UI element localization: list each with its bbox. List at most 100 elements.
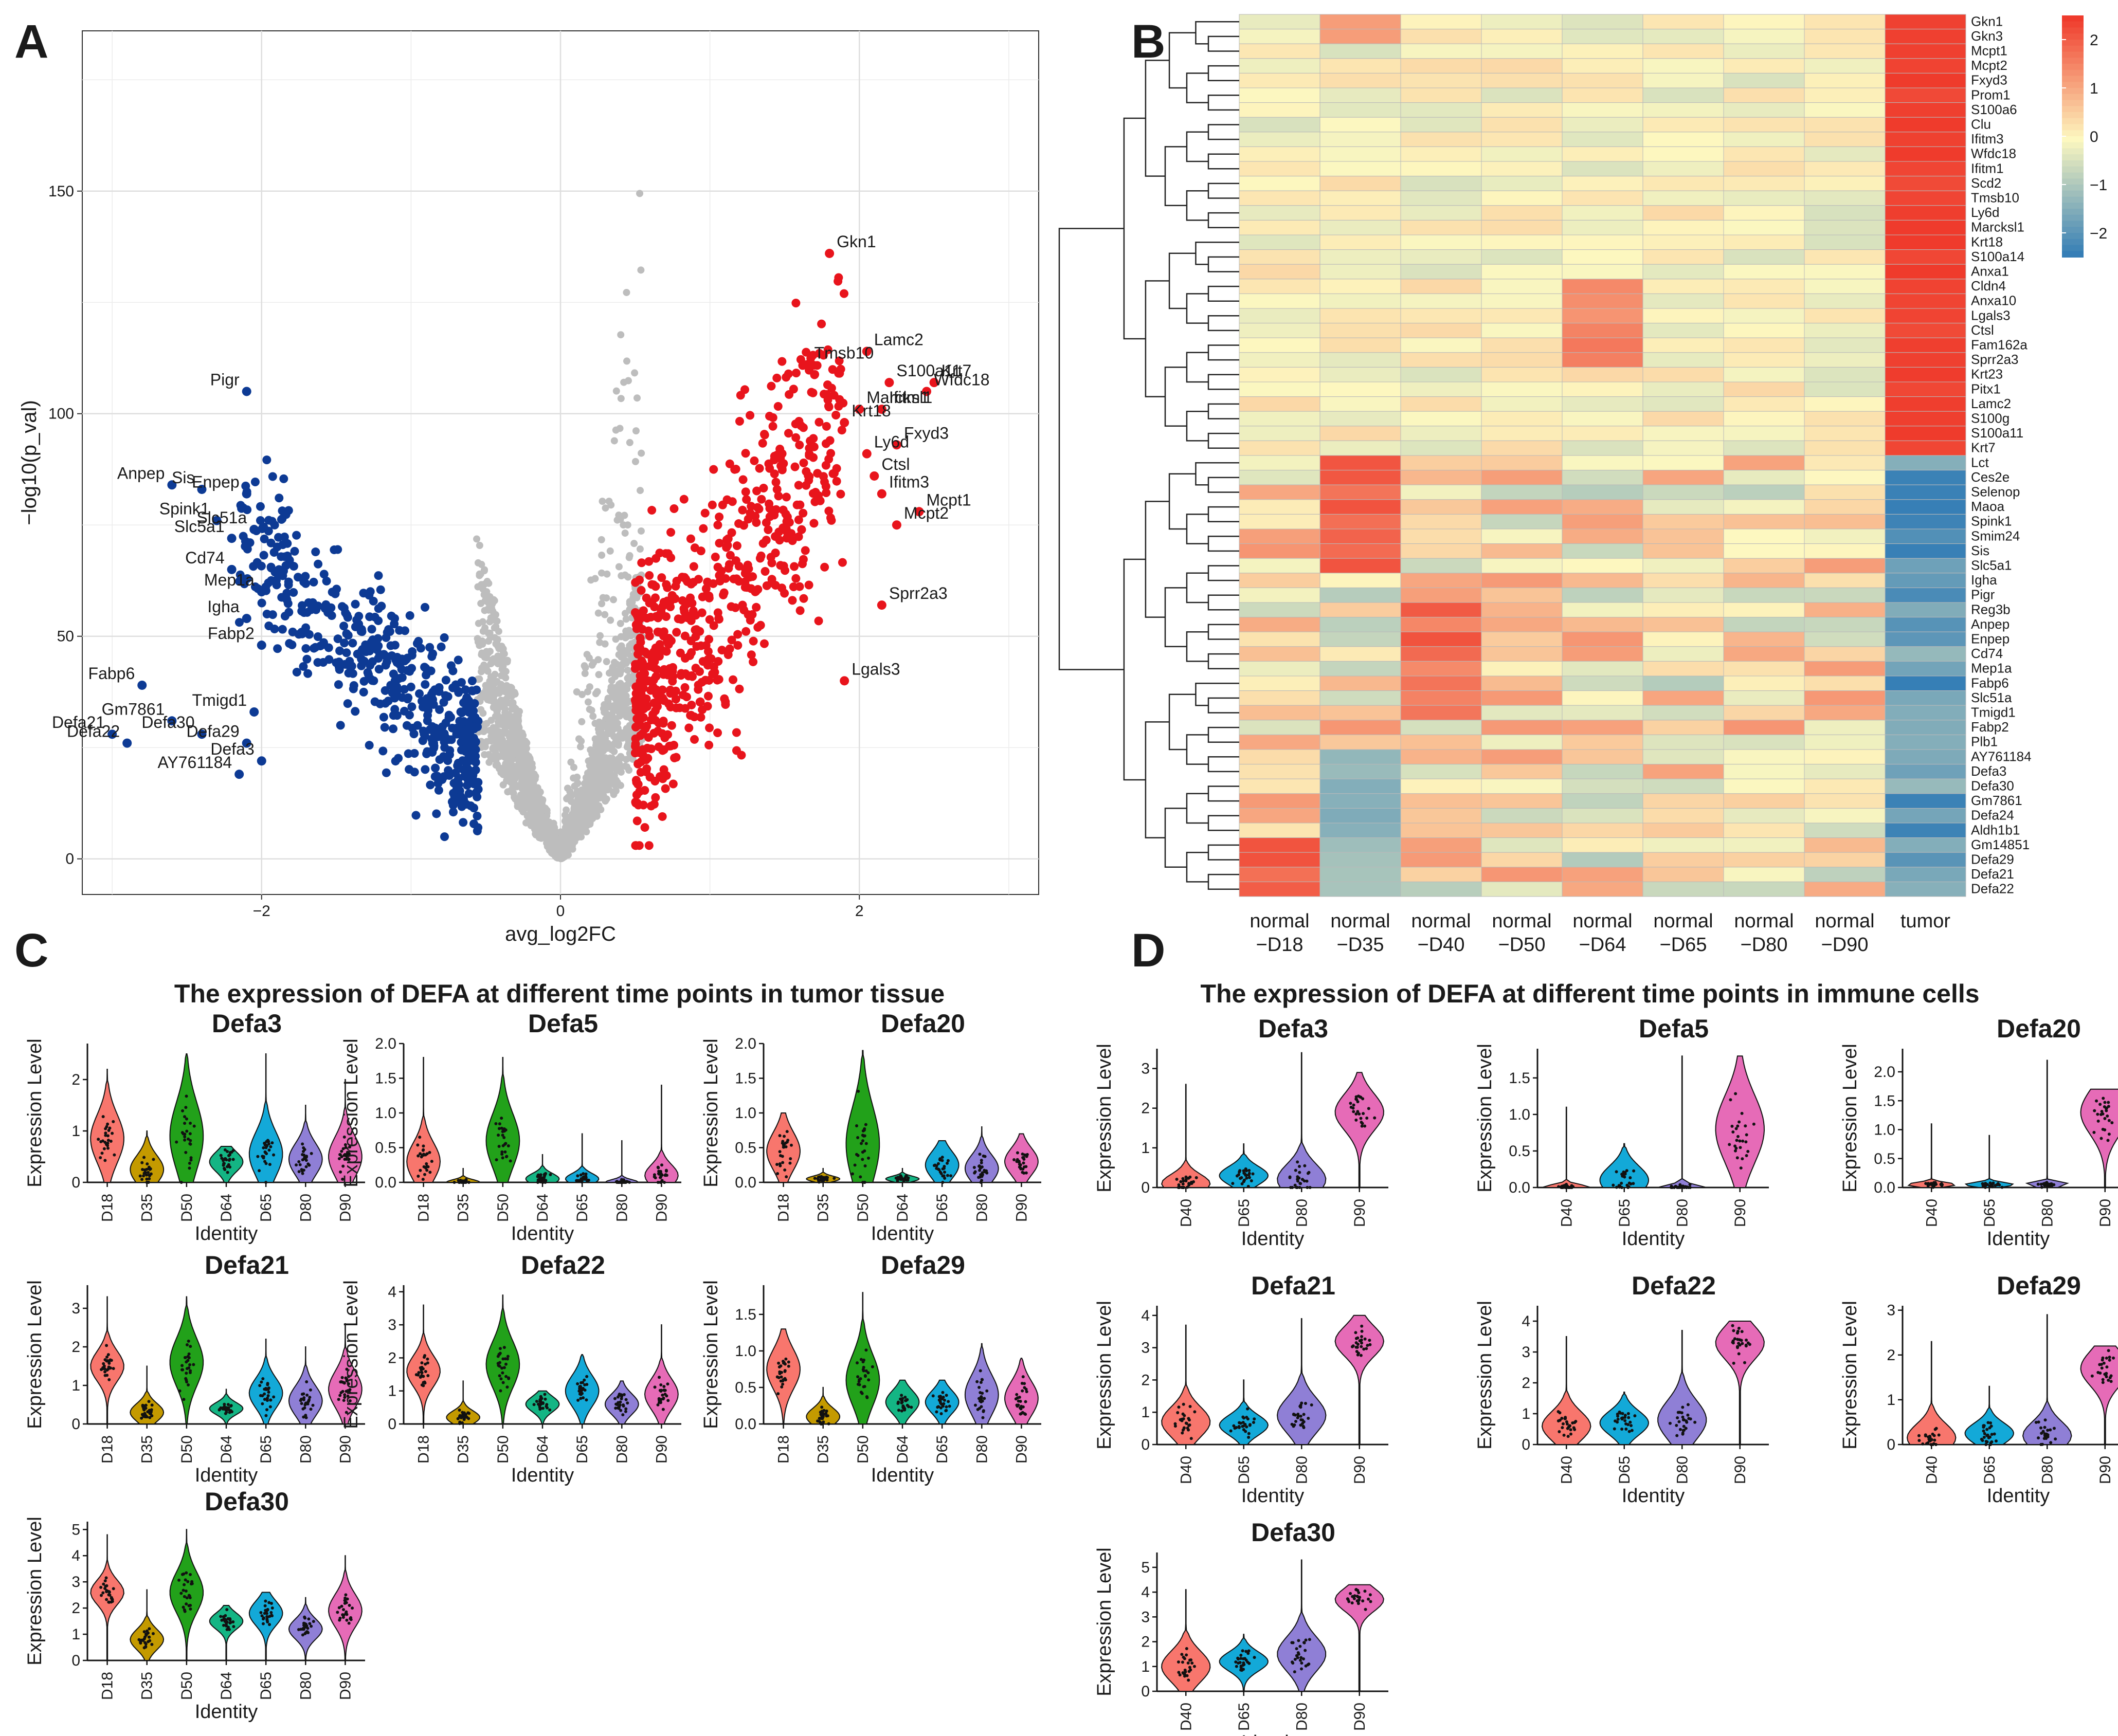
heatmap-cell [1885, 881, 1966, 897]
heatmap-cell [1239, 631, 1320, 647]
violin-jitter-point [142, 1156, 146, 1159]
heatmap-row-label: Spink1 [1971, 514, 2012, 529]
up-gene-point [732, 746, 741, 755]
up-gene-point [644, 841, 654, 850]
heatmap-cell [1319, 558, 1401, 574]
heatmap-row-label: Gm7861 [1971, 793, 2022, 808]
heatmap-row-label: Lgals3 [1971, 307, 2011, 323]
heatmap-cell [1804, 117, 1886, 133]
heatmap-cell [1400, 573, 1482, 588]
heatmap-cell [1804, 293, 1886, 309]
heatmap-cell [1723, 470, 1805, 485]
heatmap-cell [1481, 440, 1563, 456]
violin-jitter-point [784, 1141, 787, 1145]
up-gene-point [635, 646, 644, 655]
heatmap-cell [1239, 426, 1320, 441]
up-gene-point [647, 656, 657, 665]
heatmap-row-label: Prom1 [1971, 87, 2011, 102]
ns-gene-point [612, 660, 620, 668]
down-gene-point [395, 626, 404, 635]
down-gene-point [437, 642, 446, 651]
violin-jitter-point [861, 1139, 864, 1143]
heatmap-cell [1319, 132, 1401, 147]
heatmap-cell [1400, 337, 1482, 353]
ns-gene-point [602, 766, 609, 774]
heatmap-row-label: Gkn3 [1971, 28, 2003, 44]
violin-jitter-point [626, 1180, 629, 1183]
violin-jitter-point [946, 1174, 949, 1177]
down-gene-point [471, 745, 480, 754]
heatmap-cell [1804, 587, 1886, 603]
heatmap-cell [1319, 455, 1401, 471]
heatmap-row-label: Defa3 [1971, 763, 2006, 779]
violin-jitter-point [789, 1157, 792, 1160]
ns-gene-point [637, 487, 644, 495]
colorbar-step [2062, 172, 2084, 179]
up-gene-point [750, 456, 759, 465]
heatmap-cell [1239, 778, 1320, 794]
down-gene-point [257, 598, 266, 608]
heatmap-cell [1481, 573, 1563, 588]
up-gene-point [782, 534, 791, 543]
heatmap-row-label: Defa24 [1971, 808, 2014, 823]
colorbar-step [2062, 69, 2084, 77]
colorbar-step [2062, 196, 2084, 204]
heatmap-row-label: Slc51a [1971, 690, 2012, 705]
heatmap-column-label: normal [1815, 910, 1874, 932]
ns-gene-point [552, 851, 560, 858]
ns-gene-point [575, 795, 583, 802]
colorbar-step [2062, 124, 2084, 131]
violin-jitter-point [421, 1178, 425, 1181]
violin-jitter-point [663, 1174, 667, 1177]
heatmap-row-label: Fxyd3 [1971, 72, 2007, 88]
colorbar-step [2062, 203, 2084, 209]
colorbar-label: −2 [2090, 225, 2107, 242]
ns-gene-point [570, 814, 577, 822]
heatmap-cell [1239, 602, 1320, 618]
up-gene-point [771, 532, 780, 541]
up-gene-point [667, 721, 676, 730]
down-gene-point [292, 531, 301, 540]
violin-jitter-point [140, 1178, 144, 1181]
heatmap-cell [1885, 808, 1966, 824]
heatmap-cell [1804, 411, 1886, 427]
y-tick-label: 50 [57, 628, 74, 645]
up-gene-point [781, 566, 790, 575]
up-gene-point [723, 534, 733, 543]
heatmap-cell [1319, 587, 1401, 603]
heatmap-cell [1804, 367, 1886, 382]
down-gene-point [441, 675, 450, 685]
violin-jitter-point [824, 1177, 827, 1181]
heatmap-cell [1642, 58, 1724, 74]
heatmap-cell [1400, 455, 1482, 471]
heatmap-cell [1885, 117, 1966, 133]
up-gene-point [671, 695, 680, 704]
heatmap-cell [1400, 484, 1482, 500]
ns-gene-point [485, 606, 493, 614]
down-gene-point [454, 655, 463, 665]
violin-jitter-point [189, 1122, 192, 1125]
down-gene-point [390, 690, 399, 700]
ns-gene-point [491, 685, 498, 693]
heatmap-cell [1481, 367, 1563, 382]
heatmap-cell [1562, 470, 1643, 485]
down-gene-point [311, 547, 320, 557]
down-gene-point [249, 562, 258, 571]
heatmap-cell [1400, 793, 1482, 809]
heatmap-cell [1319, 646, 1401, 662]
up-gene-point [758, 438, 767, 448]
heatmap-cell [1481, 381, 1563, 397]
down-gene-point [250, 478, 260, 487]
labelled-down-point [257, 587, 266, 597]
ns-gene-point [594, 609, 602, 617]
down-gene-point [347, 662, 356, 671]
heatmap-cell [1400, 837, 1482, 853]
up-gene-point [741, 449, 750, 458]
up-gene-point [799, 555, 808, 564]
violin-jitter-point [504, 1142, 508, 1145]
heatmap-cell [1885, 764, 1966, 779]
heatmap-cell [1239, 367, 1320, 382]
down-gene-label: Cd74 [185, 549, 225, 567]
heatmap-cell [1642, 396, 1724, 412]
down-gene-point [426, 780, 435, 790]
